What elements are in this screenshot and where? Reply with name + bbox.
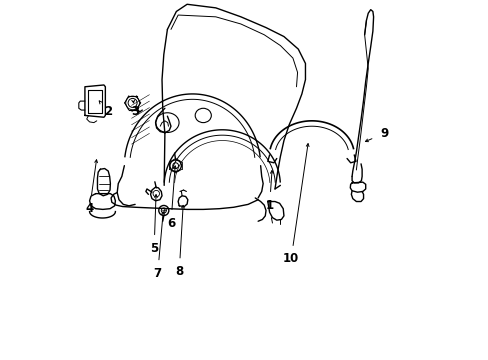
Text: 1: 1: [265, 199, 273, 212]
Text: 6: 6: [166, 216, 175, 230]
Text: 9: 9: [380, 127, 387, 140]
Text: 2: 2: [104, 105, 112, 118]
Text: 7: 7: [153, 267, 162, 280]
Text: 10: 10: [283, 252, 299, 265]
Text: 4: 4: [85, 202, 94, 215]
Text: 5: 5: [150, 242, 158, 255]
Text: 3: 3: [131, 105, 139, 118]
Text: 8: 8: [175, 265, 183, 278]
